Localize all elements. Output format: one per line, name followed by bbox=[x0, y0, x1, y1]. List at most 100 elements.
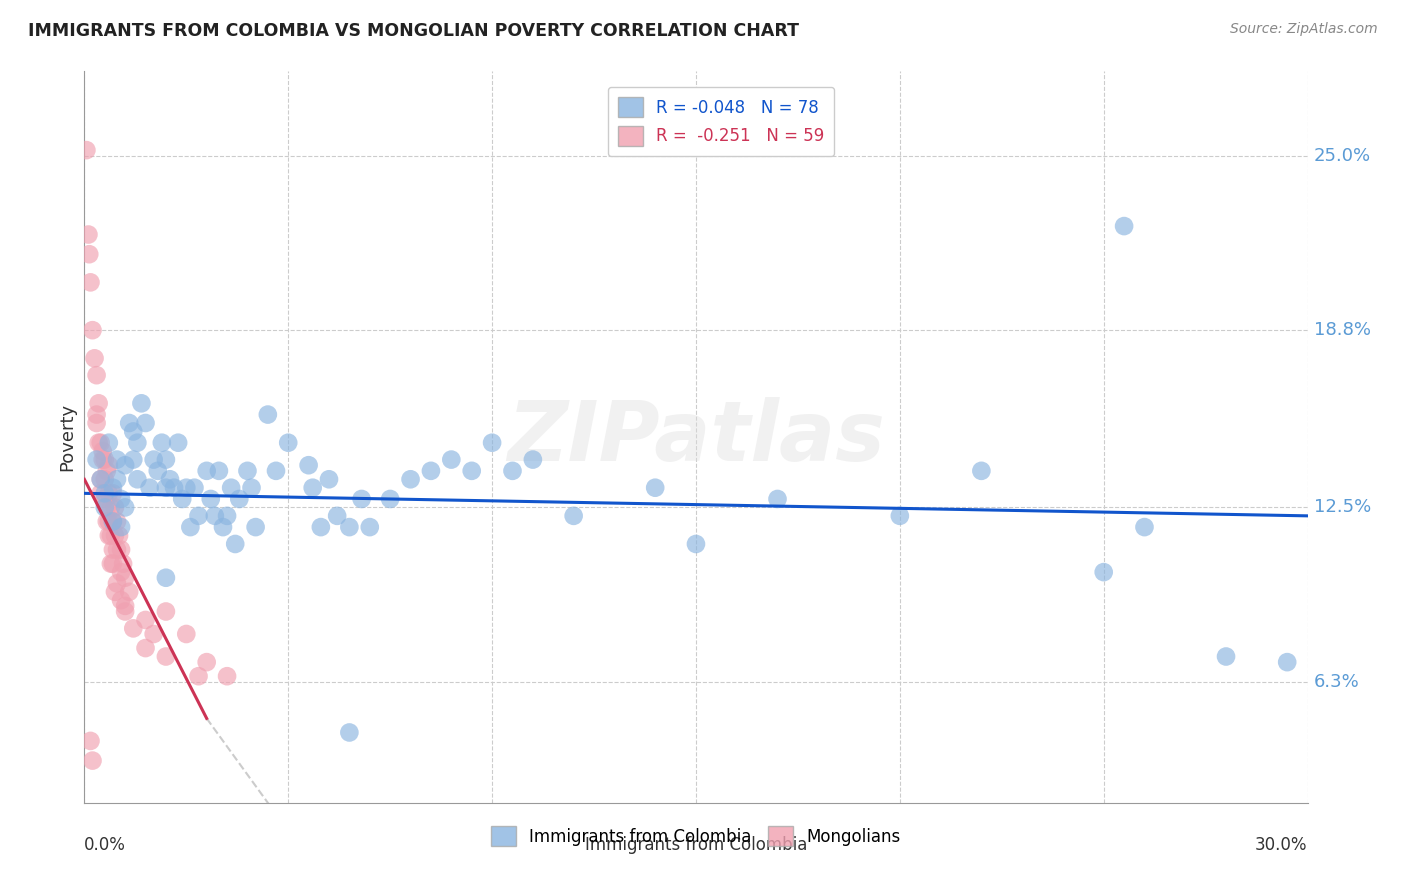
Point bbox=[155, 605, 177, 619]
Point bbox=[461, 464, 484, 478]
Point bbox=[90, 435, 112, 450]
Text: 25.0%: 25.0% bbox=[1313, 147, 1371, 165]
Point bbox=[155, 452, 177, 467]
Point bbox=[91, 452, 114, 467]
Y-axis label: Poverty: Poverty bbox=[58, 403, 76, 471]
Point bbox=[970, 464, 993, 478]
Point bbox=[96, 500, 118, 515]
Point bbox=[82, 754, 104, 768]
Point bbox=[86, 368, 108, 383]
Point bbox=[257, 408, 280, 422]
Text: Immigrants from Colombia: Immigrants from Colombia bbox=[585, 836, 807, 854]
Point bbox=[155, 571, 177, 585]
Point bbox=[187, 669, 209, 683]
Point bbox=[79, 734, 101, 748]
Point bbox=[93, 500, 115, 515]
Point bbox=[228, 491, 250, 506]
Point bbox=[208, 464, 231, 478]
Point bbox=[96, 515, 118, 529]
Point bbox=[105, 576, 128, 591]
Point bbox=[174, 627, 197, 641]
Point bbox=[301, 481, 323, 495]
Point bbox=[101, 542, 124, 557]
Point bbox=[110, 565, 132, 579]
Point bbox=[114, 599, 136, 613]
Point bbox=[298, 458, 321, 473]
Point bbox=[142, 627, 165, 641]
Point bbox=[100, 500, 122, 515]
Point bbox=[105, 472, 128, 486]
Point bbox=[114, 605, 136, 619]
Point bbox=[104, 500, 127, 515]
Point bbox=[110, 593, 132, 607]
Text: 18.8%: 18.8% bbox=[1313, 321, 1371, 339]
Point bbox=[135, 641, 157, 656]
Point bbox=[127, 435, 149, 450]
Point bbox=[122, 425, 145, 439]
Point bbox=[236, 464, 259, 478]
Point bbox=[138, 481, 160, 495]
Point bbox=[77, 227, 100, 242]
Point bbox=[219, 481, 242, 495]
Point bbox=[90, 472, 112, 486]
Point bbox=[114, 500, 136, 515]
Point bbox=[97, 515, 120, 529]
Point bbox=[135, 613, 157, 627]
Point bbox=[118, 416, 141, 430]
Point bbox=[135, 416, 157, 430]
Point bbox=[481, 435, 503, 450]
Point bbox=[91, 444, 114, 458]
Point bbox=[93, 486, 115, 500]
Point bbox=[159, 472, 181, 486]
Legend: Immigrants from Colombia, Mongolians: Immigrants from Colombia, Mongolians bbox=[484, 820, 908, 853]
Point bbox=[114, 571, 136, 585]
Point bbox=[174, 481, 197, 495]
Point bbox=[100, 528, 122, 542]
Point bbox=[644, 481, 666, 495]
Point bbox=[339, 725, 361, 739]
Text: Source: ZipAtlas.com: Source: ZipAtlas.com bbox=[1230, 22, 1378, 37]
Point bbox=[90, 472, 112, 486]
Point bbox=[86, 408, 108, 422]
Point bbox=[155, 481, 177, 495]
Text: 0.0%: 0.0% bbox=[84, 836, 127, 854]
Point bbox=[562, 508, 585, 523]
Point bbox=[110, 491, 132, 506]
Point bbox=[93, 472, 115, 486]
Point bbox=[104, 528, 127, 542]
Point bbox=[245, 520, 267, 534]
Point bbox=[240, 481, 263, 495]
Point bbox=[96, 464, 118, 478]
Point bbox=[127, 472, 149, 486]
Point bbox=[195, 464, 218, 478]
Point bbox=[318, 472, 340, 486]
Text: 12.5%: 12.5% bbox=[1313, 499, 1371, 516]
Point bbox=[167, 435, 190, 450]
Point bbox=[339, 520, 361, 534]
Point bbox=[420, 464, 443, 478]
Point bbox=[105, 452, 128, 467]
Point bbox=[86, 416, 108, 430]
Point bbox=[101, 486, 124, 500]
Point bbox=[82, 323, 104, 337]
Point bbox=[97, 486, 120, 500]
Point bbox=[105, 515, 128, 529]
Point bbox=[131, 396, 153, 410]
Point bbox=[889, 508, 911, 523]
Point bbox=[183, 481, 205, 495]
Point bbox=[87, 435, 110, 450]
Point bbox=[118, 584, 141, 599]
Point bbox=[399, 472, 422, 486]
Point bbox=[112, 557, 135, 571]
Point bbox=[212, 520, 235, 534]
Point bbox=[105, 542, 128, 557]
Point bbox=[122, 452, 145, 467]
Point bbox=[110, 520, 132, 534]
Point bbox=[87, 396, 110, 410]
Point bbox=[77, 247, 100, 261]
Point bbox=[200, 491, 222, 506]
Point bbox=[1277, 655, 1299, 669]
Point bbox=[110, 542, 132, 557]
Point bbox=[90, 486, 112, 500]
Point bbox=[146, 464, 169, 478]
